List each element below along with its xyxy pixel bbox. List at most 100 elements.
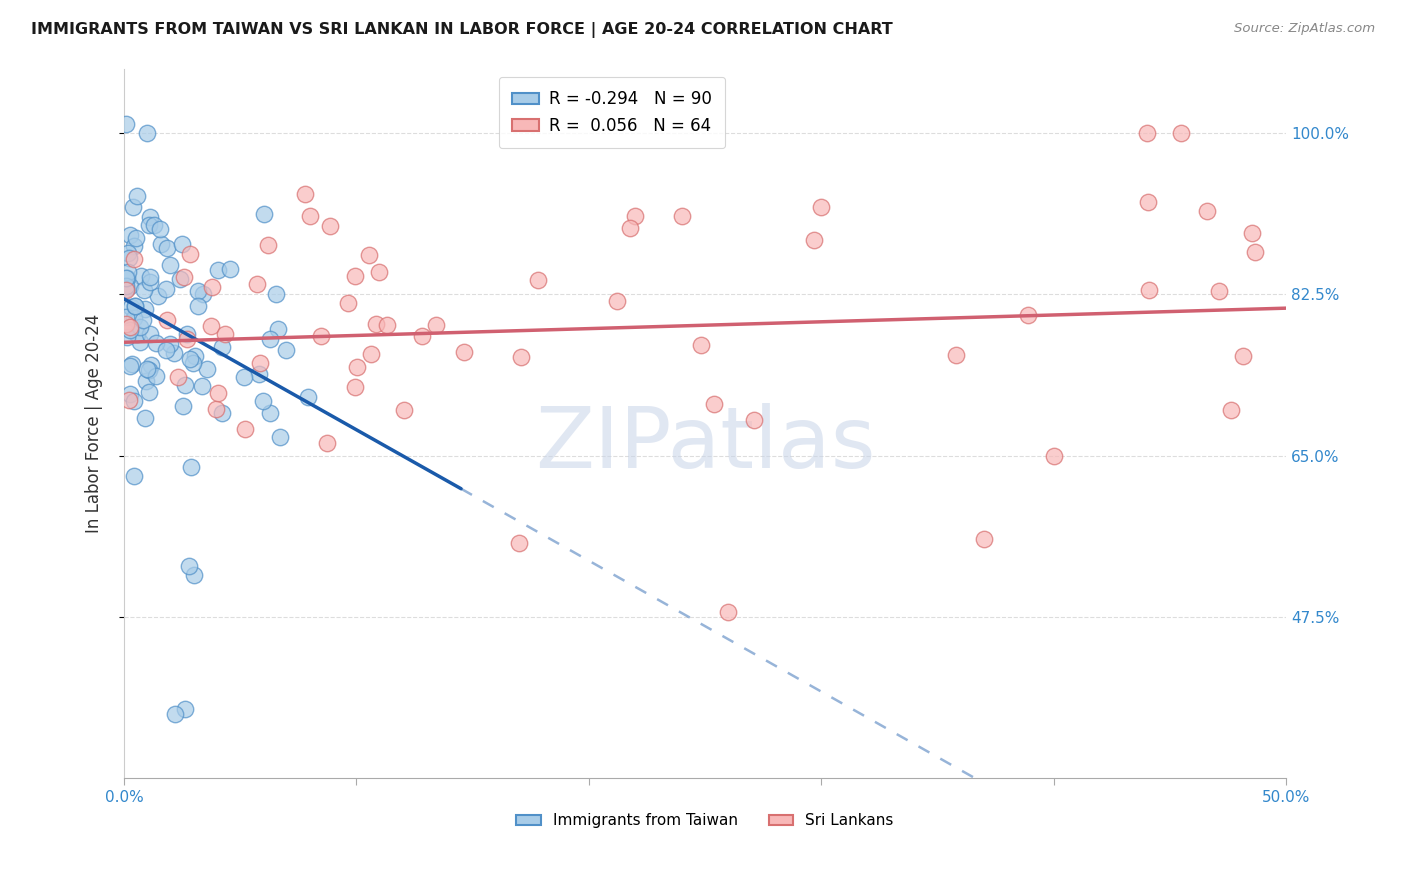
Point	[1241, 227, 1264, 241]
Point	[176, 327, 198, 342]
Point	[267, 322, 290, 336]
Point	[671, 209, 693, 223]
Point	[124, 299, 146, 313]
Point	[115, 317, 138, 331]
Point	[145, 335, 167, 350]
Point	[299, 209, 322, 223]
Point	[510, 350, 533, 364]
Point	[193, 287, 215, 301]
Point	[1195, 203, 1218, 218]
Point	[179, 247, 201, 261]
Point	[316, 436, 339, 450]
Point	[118, 252, 141, 266]
Y-axis label: In Labor Force | Age 20-24: In Labor Force | Age 20-24	[86, 314, 103, 533]
Point	[138, 384, 160, 399]
Point	[1135, 126, 1157, 140]
Point	[191, 378, 214, 392]
Point	[179, 351, 201, 366]
Text: IMMIGRANTS FROM TAIWAN VS SRI LANKAN IN LABOR FORCE | AGE 20-24 CORRELATION CHAR: IMMIGRANTS FROM TAIWAN VS SRI LANKAN IN …	[31, 22, 893, 38]
Point	[145, 368, 167, 383]
Point	[138, 276, 160, 290]
Point	[134, 302, 156, 317]
Point	[120, 278, 142, 293]
Point	[703, 397, 725, 411]
Point	[211, 340, 233, 354]
Point	[257, 237, 280, 252]
Point	[156, 241, 179, 255]
Point	[527, 273, 550, 287]
Point	[139, 326, 162, 341]
Point	[125, 231, 148, 245]
Point	[392, 403, 415, 417]
Point	[744, 413, 766, 427]
Point	[159, 336, 181, 351]
Point	[411, 329, 433, 343]
Point	[252, 207, 274, 221]
Point	[124, 299, 146, 313]
Point	[207, 386, 229, 401]
Point	[122, 311, 145, 326]
Point	[337, 295, 360, 310]
Point	[360, 347, 382, 361]
Point	[124, 252, 146, 267]
Text: Source: ZipAtlas.com: Source: ZipAtlas.com	[1234, 22, 1375, 36]
Point	[156, 312, 179, 326]
Point	[134, 411, 156, 425]
Point	[1136, 194, 1159, 209]
Point	[125, 326, 148, 341]
Point	[309, 329, 332, 343]
Point	[344, 269, 367, 284]
Point	[264, 287, 287, 301]
Point	[125, 189, 148, 203]
Point	[118, 359, 141, 374]
Point	[136, 126, 159, 140]
Point	[115, 310, 138, 324]
Point	[1137, 283, 1160, 297]
Point	[118, 386, 141, 401]
Point	[235, 422, 257, 436]
Point	[169, 272, 191, 286]
Point	[172, 399, 194, 413]
Point	[155, 343, 177, 358]
Point	[134, 283, 156, 297]
Point	[364, 318, 387, 332]
Point	[115, 271, 138, 285]
Point	[619, 221, 641, 235]
Point	[115, 117, 138, 131]
Point	[803, 233, 825, 247]
Point	[180, 460, 202, 475]
Point	[122, 200, 145, 214]
Point	[183, 568, 205, 582]
Point	[204, 401, 226, 416]
Point	[172, 236, 194, 251]
Point	[346, 360, 368, 375]
Point	[155, 281, 177, 295]
Point	[195, 362, 218, 376]
Point	[135, 374, 157, 388]
Point	[138, 218, 160, 232]
Point	[120, 300, 142, 314]
Point	[139, 358, 162, 372]
Point	[120, 322, 142, 336]
Legend: Immigrants from Taiwan, Sri Lankans: Immigrants from Taiwan, Sri Lankans	[510, 807, 900, 834]
Point	[1232, 349, 1254, 363]
Point	[246, 277, 269, 292]
Point	[247, 368, 270, 382]
Point	[368, 265, 391, 279]
Point	[294, 186, 316, 201]
Point	[129, 335, 152, 350]
Point	[1244, 245, 1267, 260]
Point	[343, 380, 366, 394]
Point	[115, 330, 138, 344]
Point	[117, 246, 139, 260]
Point	[165, 706, 187, 721]
Point	[211, 406, 233, 420]
Point	[115, 279, 138, 293]
Point	[214, 327, 236, 342]
Point	[425, 318, 447, 333]
Point	[139, 210, 162, 224]
Point	[187, 284, 209, 298]
Point	[375, 318, 398, 332]
Point	[148, 289, 170, 303]
Point	[135, 362, 157, 376]
